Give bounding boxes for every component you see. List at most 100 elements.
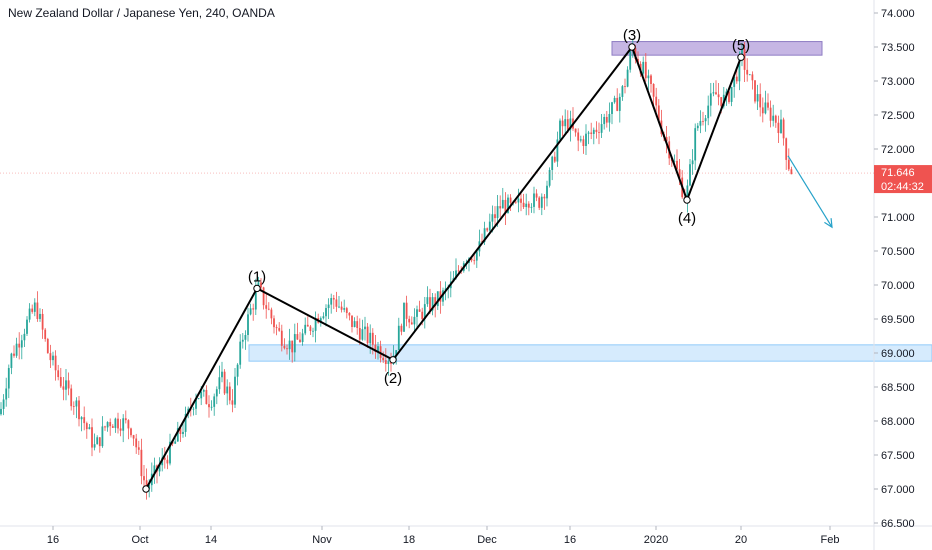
y-tick-label: 67.000 <box>881 484 915 496</box>
candle-body <box>556 139 559 162</box>
y-tick-label: 74.000 <box>881 8 915 20</box>
candle-body <box>574 128 577 133</box>
wave-segment[interactable] <box>145 287 258 490</box>
wave-label: (3) <box>623 27 641 44</box>
candle-body <box>473 260 476 262</box>
candle-body <box>72 406 75 407</box>
candle-body <box>738 55 741 82</box>
wave-segment[interactable] <box>256 287 394 361</box>
candle-body <box>343 308 346 310</box>
projection-arrow-line[interactable] <box>787 155 833 228</box>
candle-body <box>644 61 647 79</box>
wave-point[interactable] <box>253 284 261 293</box>
candle-body <box>239 341 242 365</box>
candle-body <box>712 92 715 94</box>
candle-body <box>507 197 509 214</box>
resistance-zone[interactable] <box>611 41 823 56</box>
candle-body <box>65 380 67 390</box>
candle-body <box>314 317 317 331</box>
x-tick-label: 2020 <box>644 534 668 546</box>
candle-body <box>325 308 327 317</box>
candle-body <box>769 107 772 121</box>
candle-body <box>335 299 338 307</box>
candle-body <box>595 129 598 133</box>
candle-body <box>158 465 161 472</box>
candle-body <box>275 327 278 329</box>
wave-label: (2) <box>384 370 402 387</box>
candle-body <box>655 96 658 106</box>
x-tick-label: 14 <box>205 534 217 546</box>
candle-body <box>132 435 135 439</box>
x-tick-label: Dec <box>477 534 497 546</box>
candle-body <box>444 288 447 291</box>
wave-segment[interactable] <box>686 56 742 201</box>
candle-body <box>772 115 775 121</box>
price-axis: 74.00073.50073.00072.50072.00071.50071.0… <box>874 8 915 530</box>
candle-body <box>31 308 34 312</box>
candle-body <box>254 290 257 310</box>
candle-body <box>26 319 28 334</box>
chart-title: New Zealand Dollar / Japanese Yen, 240, … <box>8 6 275 20</box>
support-zone[interactable] <box>248 344 932 362</box>
candle-body <box>28 308 31 320</box>
candle-body <box>569 118 572 130</box>
candle-body <box>52 355 54 361</box>
candle-body <box>114 418 117 428</box>
wave-segment[interactable] <box>392 46 633 361</box>
wave-point[interactable] <box>737 53 745 61</box>
candle-body <box>405 302 408 319</box>
candle-body <box>369 332 372 344</box>
candle-body <box>15 343 18 356</box>
candle-body <box>475 251 478 261</box>
y-tick-label: 71.000 <box>881 212 915 224</box>
candle-body <box>657 105 660 121</box>
candle-body <box>13 353 15 356</box>
x-tick-label: 18 <box>403 534 415 546</box>
candle-body <box>517 198 520 203</box>
candle-body <box>509 197 512 203</box>
wave-segment[interactable] <box>631 46 688 201</box>
candle-body <box>166 459 169 464</box>
candle-body <box>598 132 600 133</box>
y-tick-label: 69.000 <box>881 348 915 360</box>
countdown-label: 02:44:32 <box>881 181 924 193</box>
candle-body <box>127 420 130 429</box>
candle-body <box>5 388 8 400</box>
candle-body <box>174 441 177 444</box>
candle-body <box>80 417 83 420</box>
candle-body <box>348 312 351 316</box>
candle-body <box>39 313 41 319</box>
candle-body <box>179 428 182 434</box>
candle-body <box>140 449 143 477</box>
candle-body <box>299 339 301 343</box>
current-price-tag: 71.646 02:44:32 <box>0 165 932 194</box>
wave-point[interactable] <box>389 356 397 364</box>
wave-point[interactable] <box>142 485 150 493</box>
candle-body <box>499 206 502 209</box>
candle-body <box>119 428 122 431</box>
candle-body <box>533 193 535 207</box>
candle-body <box>2 399 5 409</box>
candle-body <box>741 49 743 56</box>
candle-body <box>413 316 416 325</box>
candle-body <box>535 193 538 198</box>
candle-body <box>205 389 208 405</box>
candle-body <box>761 107 764 114</box>
candle-body <box>306 324 309 327</box>
candle-body <box>494 214 496 219</box>
candle-body <box>20 340 23 348</box>
candle-body <box>223 371 226 394</box>
candle-body <box>293 334 296 353</box>
candle-body <box>296 334 299 340</box>
candle-body <box>130 428 132 436</box>
candle-body <box>96 437 99 445</box>
candle-body <box>309 326 312 332</box>
candle-body <box>49 353 52 361</box>
wave-point[interactable] <box>628 43 636 51</box>
candle-body <box>280 330 283 346</box>
candle-body <box>312 330 314 332</box>
candle-body <box>260 282 262 288</box>
candle-body <box>665 137 668 142</box>
wave-point[interactable] <box>683 196 691 204</box>
